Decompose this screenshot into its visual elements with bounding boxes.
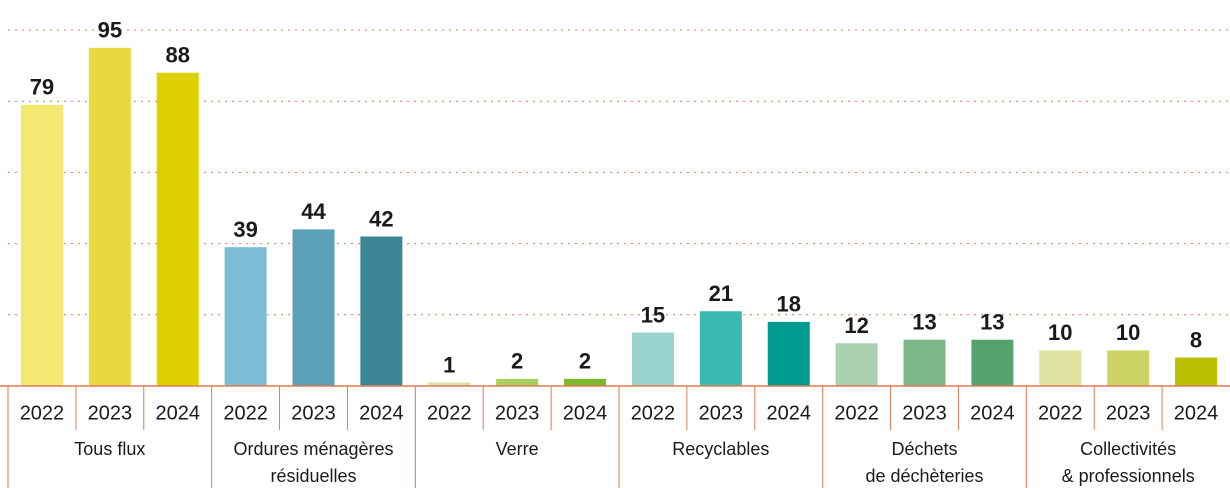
value-label: 13 [912,310,936,335]
group-label: Ordures ménagères [233,439,393,459]
value-label: 15 [641,302,665,327]
bar [360,236,403,386]
bar [156,72,199,386]
x-tick-label: 2023 [495,402,540,424]
x-tick-label: 2022 [834,402,879,424]
value-label: 10 [1116,320,1140,345]
value-label: 79 [30,75,54,100]
bar [699,311,742,386]
x-tick-label: 2024 [563,402,608,424]
group-label: Recyclables [672,439,769,459]
bar [1175,357,1218,386]
group-label: Déchets [891,439,957,459]
x-tick-label: 2023 [88,402,133,424]
value-label: 10 [1048,320,1072,345]
bar [224,247,267,386]
x-tick-label: 2022 [20,402,65,424]
x-tick-label: 2022 [427,402,472,424]
x-tick-label: 2023 [291,402,336,424]
bar [88,47,131,387]
group-label: Tous flux [74,439,145,459]
value-label: 42 [369,206,393,231]
value-label: 44 [301,199,326,224]
bar [971,339,1014,386]
value-label: 8 [1190,327,1202,352]
value-label: 12 [844,313,868,338]
value-label: 2 [579,349,591,374]
bar [903,339,946,386]
value-label: 88 [165,43,189,68]
value-label: 1 [443,352,455,377]
x-tick-label: 2022 [223,402,268,424]
x-tick-label: 2024 [155,402,200,424]
group-label: de déchèteries [865,466,983,486]
group-label: & professionnels [1062,466,1195,486]
bar [1039,350,1082,386]
group-label: Collectivités [1080,439,1176,459]
x-tick-label: 2022 [631,402,676,424]
x-tick-label: 2022 [1038,402,1083,424]
x-tick-label: 2023 [1106,402,1151,424]
bar [1107,350,1150,386]
value-label: 18 [776,292,800,317]
bar [428,382,471,386]
x-tick-label: 2023 [699,402,744,424]
value-label: 13 [980,310,1004,335]
x-tick-label: 2024 [970,402,1015,424]
bar [20,104,63,386]
group-label: résiduelles [270,466,356,486]
x-tick-label: 2023 [902,402,947,424]
bar [631,332,674,386]
x-tick-label: 2024 [359,402,404,424]
group-label: Verre [496,439,539,459]
x-tick-label: 2024 [766,402,811,424]
value-label: 95 [98,18,122,43]
bar [835,343,878,386]
value-label: 2 [511,349,523,374]
bar [496,378,539,386]
value-label: 39 [233,217,257,242]
bar [564,378,607,386]
value-label: 21 [709,281,733,306]
x-tick-label: 2024 [1174,402,1219,424]
bar [292,229,335,386]
bar [767,321,810,386]
